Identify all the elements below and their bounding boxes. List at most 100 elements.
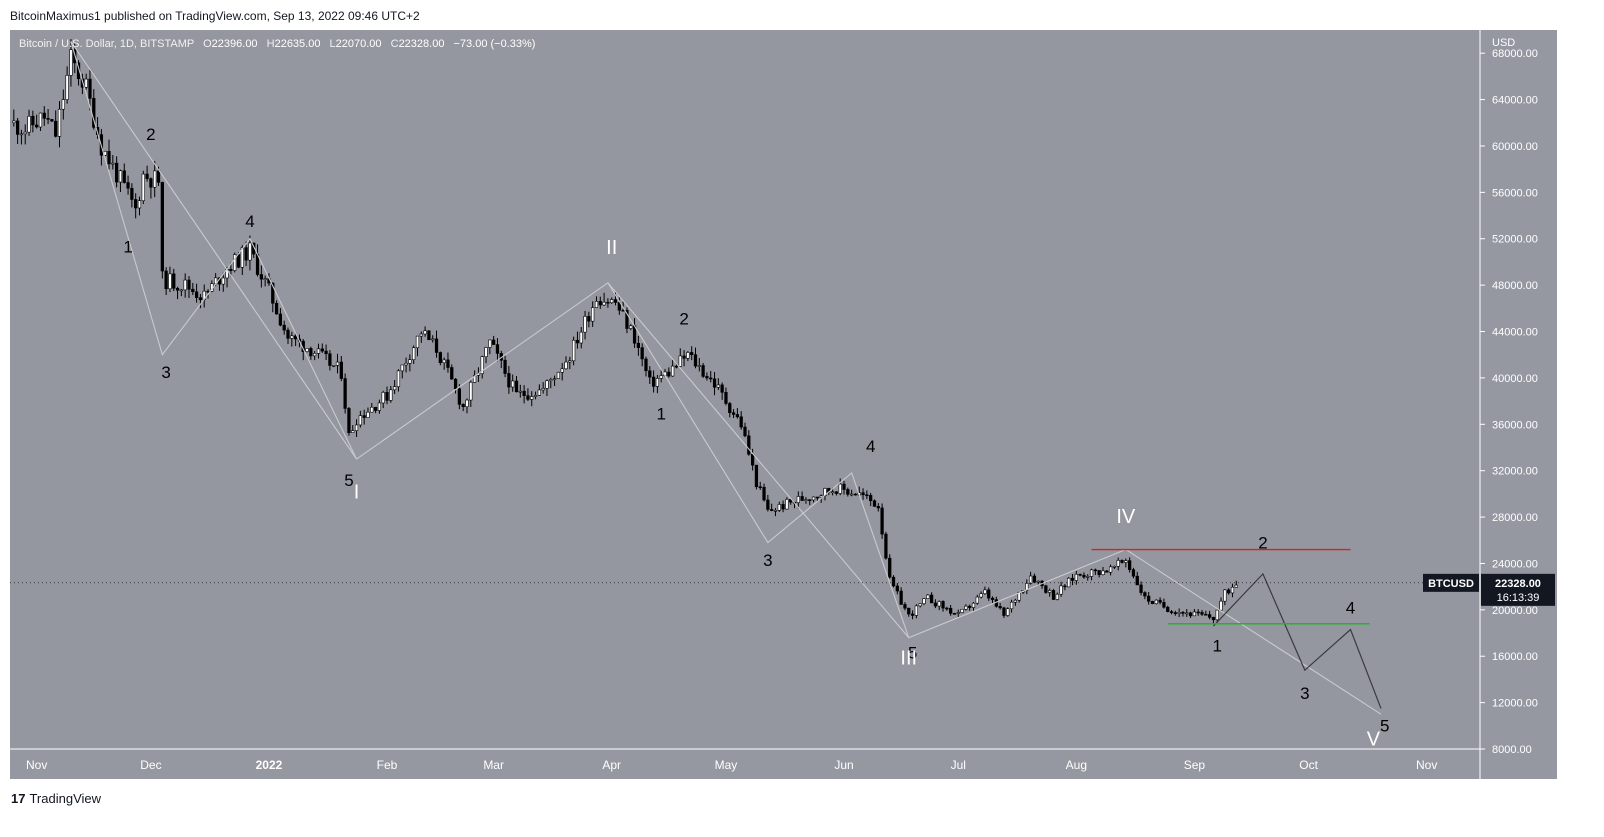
candle-body [457,388,462,405]
x-tick-label: Aug [1066,758,1087,772]
candle-body [38,112,43,128]
candle-body [785,499,789,510]
candle-body [233,254,237,271]
candle-body [1227,589,1231,594]
candle-body [861,492,865,496]
candle-body [979,593,983,598]
candle-body [404,362,408,366]
candle-body [781,504,785,510]
high-value: 22635.00 [274,38,321,50]
symbol-title[interactable]: Bitcoin / U.S. Dollar, 1D, BITSTAMP [19,38,195,50]
y-tick-label: 36000.00 [1492,419,1538,431]
candle-body [92,98,96,128]
candle-body [1051,590,1056,600]
candle-body [701,365,705,377]
candle-body [492,339,496,345]
y-tick-label: 20000.00 [1492,605,1538,617]
candle-body [438,352,442,364]
candle-body [46,117,50,120]
candle-body [118,170,123,183]
candle-body [1002,607,1006,616]
candle-body [453,378,458,389]
candle-body [328,353,332,366]
candle-body [987,589,991,599]
candle-body [495,344,500,354]
price-badge-value: 22328.00 [1495,578,1541,590]
candle-body [1078,573,1082,576]
price-axis [1480,30,1557,779]
candle-body [1063,585,1067,588]
candle-body [141,173,145,202]
candle-body [126,182,130,189]
candle-body [602,301,606,306]
candle-body [522,390,526,396]
candle-body [149,178,153,188]
x-tick-label: Dec [140,758,161,772]
candle-body [1135,575,1139,586]
candle-body [84,78,88,88]
candle-body [872,500,877,507]
candle-body [80,78,84,88]
candle-body [137,200,142,209]
candle-body [629,325,633,329]
candle-body [1207,614,1212,618]
candle-body [290,335,294,339]
candle-body [693,354,698,367]
candle-body [1082,574,1086,578]
candle-body [910,613,915,616]
candle-body [758,486,762,489]
candle-body [1105,570,1109,573]
y-tick-label: 48000.00 [1492,280,1538,292]
candle-body [1154,599,1158,604]
candle-body [899,590,903,605]
candle-body [408,359,412,364]
candle-body [423,330,427,335]
price-chart[interactable]: USD68000.0064000.0060000.0056000.0052000… [10,30,1557,779]
candle-body [811,496,816,501]
candle-body [1196,611,1200,614]
candle-body [876,506,880,509]
candle-body [1131,569,1136,577]
y-tick-label: 52000.00 [1492,234,1538,246]
candle-body [484,347,488,358]
candle-body [1070,577,1075,581]
candle-body [1101,570,1105,576]
candle-body [667,371,671,377]
candle-body [1234,584,1238,588]
candle-body [1215,609,1219,621]
candle-body [770,509,774,511]
chart-frame[interactable]: USD 68000.00 64000.00 60000.00 56000.00 52000… [10,30,1557,779]
candle-body [777,504,781,511]
candle-body [625,310,629,329]
x-tick-label: Apr [602,758,621,772]
candle-body [57,108,62,137]
candle-body [648,370,652,378]
wave-label: I [354,482,360,504]
candle-body [236,254,241,268]
candle-body [1200,612,1204,615]
x-tick-label: Nov [1416,758,1437,772]
candle-body [65,75,69,100]
wave-label: 5 [1380,717,1389,736]
candle-body [1044,585,1048,593]
candle-body [891,576,896,587]
candle-body [373,406,378,411]
x-tick-label: Oct [1299,758,1318,772]
candle-body [309,348,313,357]
candle-body [975,596,979,604]
footer-brand: TradingView [29,791,102,806]
wave-label: 1 [656,405,665,424]
candle-body [286,329,290,339]
candle-body [1169,611,1174,613]
candle-body [1177,612,1181,614]
x-tick-label: Jul [951,758,966,772]
wave-label: 2 [1258,533,1267,552]
candle-body [724,392,728,404]
candle-body [175,287,180,291]
y-tick-label: 12000.00 [1492,698,1538,710]
candle-body [808,499,812,501]
candle-body [884,533,888,559]
footer[interactable]: 17 TradingView [11,791,101,806]
candle-body [335,361,340,366]
candle-body [674,365,679,368]
